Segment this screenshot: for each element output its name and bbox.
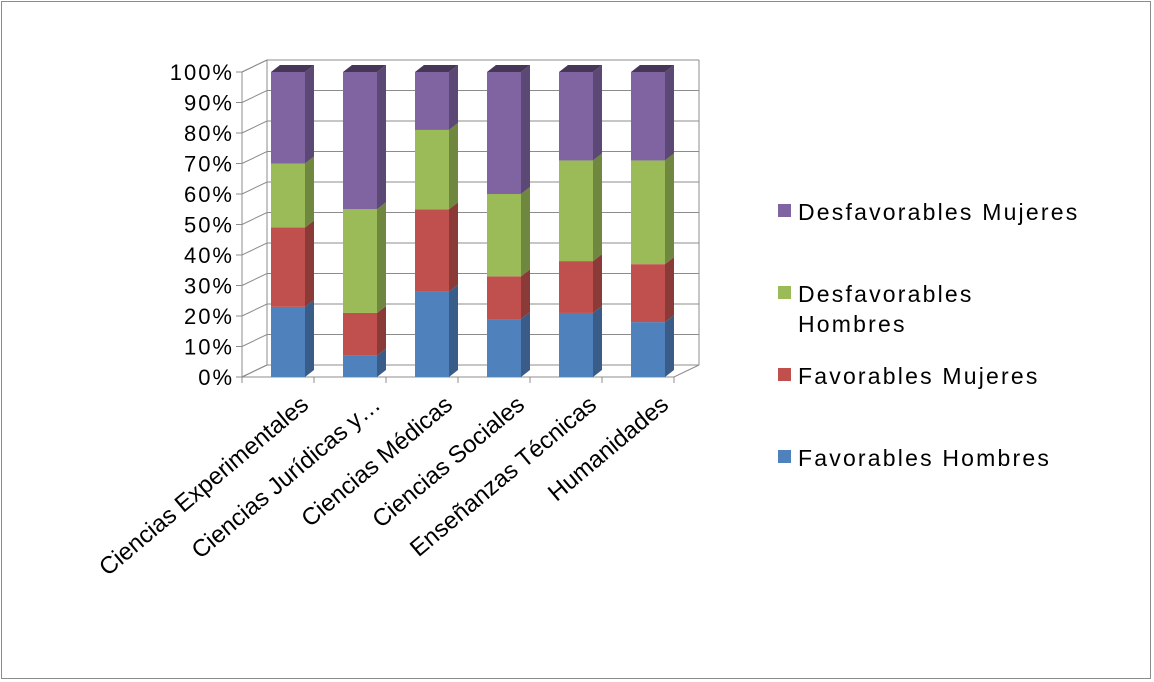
bar-segment-front bbox=[415, 130, 449, 209]
bar-segment bbox=[415, 285, 458, 377]
legend-swatch bbox=[778, 286, 791, 299]
bar-segment-side bbox=[305, 157, 314, 228]
bar-segment-side bbox=[593, 65, 602, 160]
bar-segment bbox=[343, 202, 386, 313]
legend-item: Desfavorables Mujeres bbox=[778, 197, 1128, 227]
bar-segment bbox=[487, 65, 530, 194]
legend-item: Favorables Mujeres bbox=[778, 361, 1128, 391]
bar-segment-side bbox=[449, 65, 458, 130]
legend-swatch bbox=[778, 450, 791, 463]
y-axis-tick-labels: 0% 10% 20% 30% 40% 50% 60% 70% 80% 90% 100% bbox=[170, 60, 234, 390]
legend-item: Desfavorables Hombres bbox=[778, 279, 1028, 339]
bar-segment-front bbox=[271, 72, 305, 164]
legend-label: Desfavorables Hombres bbox=[798, 279, 1028, 339]
bar-segment-side bbox=[521, 187, 530, 276]
legend-swatch bbox=[778, 368, 791, 381]
bar-segment bbox=[631, 153, 674, 264]
bar-segment bbox=[343, 306, 386, 356]
bar-segment-side bbox=[665, 153, 674, 264]
bar-segment-front bbox=[487, 72, 521, 194]
bar-segment bbox=[559, 306, 602, 377]
bar-segment bbox=[487, 269, 530, 319]
y-tick-label: 0% bbox=[198, 365, 234, 390]
bar-segment bbox=[559, 254, 602, 313]
bar-segment bbox=[631, 257, 674, 322]
bar-segment-front bbox=[631, 322, 665, 377]
bar-segment-front bbox=[271, 164, 305, 228]
bar-segment-side bbox=[593, 306, 602, 377]
bar-segment-front bbox=[271, 228, 305, 307]
y-tick-label: 50% bbox=[184, 213, 234, 238]
bar-segment-side bbox=[665, 257, 674, 322]
bar-segment bbox=[415, 123, 458, 209]
bar-segment-side bbox=[593, 153, 602, 261]
legend-item: Favorables Hombres bbox=[778, 443, 1128, 473]
bar-segment-front bbox=[415, 72, 449, 130]
bar-segment-front bbox=[343, 356, 377, 377]
bars bbox=[271, 65, 674, 377]
bar-segment-side bbox=[305, 221, 314, 307]
legend-label: Desfavorables Mujeres bbox=[798, 197, 1128, 227]
bar-segment-side bbox=[521, 269, 530, 319]
bar-segment-side bbox=[377, 306, 386, 356]
bar-segment bbox=[271, 300, 314, 377]
bar-segment-front bbox=[343, 72, 377, 209]
legend-label: Favorables Hombres bbox=[798, 443, 1128, 473]
bar-segment-side bbox=[377, 202, 386, 313]
bar-segment bbox=[631, 315, 674, 377]
legend-swatch bbox=[778, 204, 791, 217]
y-tick-label: 70% bbox=[184, 152, 234, 177]
bar-segment-front bbox=[487, 194, 521, 276]
y-tick-label: 80% bbox=[184, 121, 234, 146]
y-tick-label: 20% bbox=[184, 304, 234, 329]
y-tick-label: 40% bbox=[184, 243, 234, 268]
bar-segment-front bbox=[559, 160, 593, 261]
bar-segment-side bbox=[593, 254, 602, 313]
bar-segment-side bbox=[665, 65, 674, 160]
y-tick-label: 30% bbox=[184, 274, 234, 299]
bar-segment-side bbox=[449, 202, 458, 291]
bar-segment bbox=[271, 221, 314, 307]
bar-segment-side bbox=[665, 315, 674, 377]
bar-segment-front bbox=[271, 307, 305, 377]
bar-segment-side bbox=[305, 65, 314, 164]
bar-segment bbox=[559, 153, 602, 261]
y-tick-label: 60% bbox=[184, 182, 234, 207]
legend-label: Favorables Mujeres bbox=[798, 361, 1128, 391]
y-tick-label: 10% bbox=[184, 335, 234, 360]
bar-segment-side bbox=[305, 300, 314, 377]
bar-segment-front bbox=[487, 276, 521, 319]
bar-segment-front bbox=[415, 292, 449, 377]
bar-segment-front bbox=[415, 209, 449, 291]
bar-segment-front bbox=[343, 313, 377, 356]
bar-segment bbox=[271, 65, 314, 164]
y-tick-label: 90% bbox=[184, 91, 234, 116]
bar-segment-side bbox=[449, 285, 458, 377]
bar-segment bbox=[415, 202, 458, 291]
bar-segment bbox=[487, 187, 530, 276]
bar-segment bbox=[487, 312, 530, 377]
bar-segment-front bbox=[631, 264, 665, 322]
bar-segment-front bbox=[559, 313, 593, 377]
bar-segment-front bbox=[559, 261, 593, 313]
bar-segment bbox=[271, 157, 314, 228]
bar-segment-side bbox=[449, 123, 458, 209]
bar-segment-side bbox=[521, 65, 530, 194]
bar-segment bbox=[559, 65, 602, 160]
bar-segment-side bbox=[377, 65, 386, 209]
y-tick-label: 100% bbox=[170, 60, 234, 85]
bar-segment-front bbox=[631, 72, 665, 160]
bar-segment-side bbox=[521, 312, 530, 377]
bar-segment bbox=[631, 65, 674, 160]
bar-segment-front bbox=[559, 72, 593, 160]
bar-segment-front bbox=[343, 209, 377, 313]
bar-segment bbox=[415, 65, 458, 130]
bar-segment bbox=[343, 65, 386, 209]
bar-segment-front bbox=[487, 319, 521, 377]
bar-segment-front bbox=[631, 160, 665, 264]
